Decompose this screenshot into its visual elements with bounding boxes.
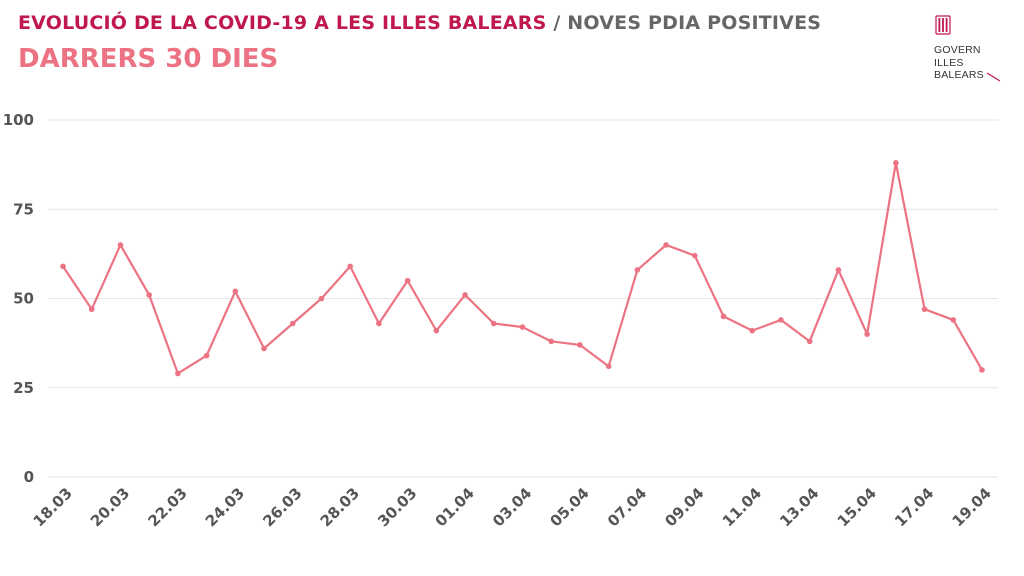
logo-line-3: BALEARS: [934, 69, 984, 81]
data-point: [548, 338, 555, 345]
chart-subtitle: DARRERS 30 DIES: [18, 44, 279, 74]
data-point: [490, 320, 497, 327]
data-point: [778, 317, 784, 323]
data-point: [347, 263, 353, 270]
x-tick-label: 03.04: [489, 484, 535, 530]
x-tick-label: 05.04: [546, 484, 592, 530]
data-point: [893, 160, 899, 166]
data-point: [433, 327, 440, 334]
x-tick-label: 28.03: [317, 484, 363, 530]
data-point: [519, 324, 526, 330]
chart-series: [60, 160, 985, 377]
logo-line-2: ILLES: [934, 56, 964, 69]
y-tick-label: 0: [24, 468, 34, 486]
data-point: [261, 345, 267, 352]
chart-title-separator: /: [546, 12, 568, 34]
data-point: [806, 338, 813, 345]
data-point: [88, 306, 95, 313]
x-tick-label: 18.03: [30, 484, 76, 530]
logo-slash-icon: [986, 72, 1001, 82]
data-point: [634, 267, 641, 273]
x-tick-label: 01.04: [432, 484, 478, 530]
y-tick-label: 50: [13, 290, 34, 308]
x-axis-ticks: 18.03 20.03 22.03 24.03 26.03 28.03 30.03 01.04…: [30, 484, 995, 530]
data-point: [835, 267, 842, 273]
data-point: [289, 320, 296, 327]
govern-logo-text: GOVERN ILLES BALEARS: [934, 44, 984, 82]
data-point: [146, 292, 152, 298]
x-tick-label: 15.04: [834, 484, 880, 530]
data-point: [950, 317, 957, 323]
data-point: [663, 242, 669, 248]
x-tick-label: 20.03: [87, 484, 133, 530]
data-point: [376, 320, 382, 327]
x-tick-label: 24.03: [202, 484, 248, 530]
chart-title-main: EVOLUCIÓ DE LA COVID-19 A LES ILLES BALE…: [18, 12, 547, 34]
chart-gridlines: [48, 119, 998, 478]
x-tick-label: 11.04: [719, 484, 765, 530]
y-tick-label: 100: [3, 111, 34, 129]
govern-logo-emblem-icon: [935, 15, 951, 35]
data-point: [404, 277, 411, 284]
data-point: [577, 342, 583, 348]
x-tick-label: 26.03: [259, 484, 305, 530]
data-point: [203, 352, 210, 359]
data-point: [175, 370, 181, 377]
x-tick-label: 07.04: [604, 484, 650, 530]
data-point: [605, 363, 612, 370]
x-tick-label: 13.04: [776, 484, 822, 530]
x-tick-label: 22.03: [144, 484, 190, 530]
y-tick-label: 25: [13, 379, 34, 397]
data-point: [117, 242, 124, 248]
chart-title-metric: NOVES PDIA POSITIVES: [567, 12, 822, 34]
data-point: [864, 331, 870, 338]
data-point: [60, 263, 66, 270]
data-point: [720, 313, 727, 320]
data-point: [979, 367, 985, 373]
data-point: [318, 295, 325, 302]
series-line: [62, 161, 983, 375]
chart-title: EVOLUCIÓ DE LA COVID-19 A LES ILLES BALE…: [18, 12, 821, 34]
data-point: [749, 327, 756, 334]
y-tick-label: 75: [13, 200, 34, 218]
data-point: [232, 288, 239, 295]
data-point: [921, 306, 928, 313]
data-point: [692, 252, 698, 259]
y-axis-ticks: 0 25 50 75 100: [3, 111, 34, 486]
x-tick-label: 30.03: [374, 484, 420, 530]
x-tick-label: 09.04: [661, 484, 707, 530]
x-tick-label: 19.04: [949, 484, 995, 530]
x-tick-label: 17.04: [891, 484, 937, 530]
logo-line-1: GOVERN: [934, 44, 981, 56]
govern-logo: GOVERN ILLES BALEARS: [934, 14, 1004, 88]
data-point: [462, 292, 468, 298]
